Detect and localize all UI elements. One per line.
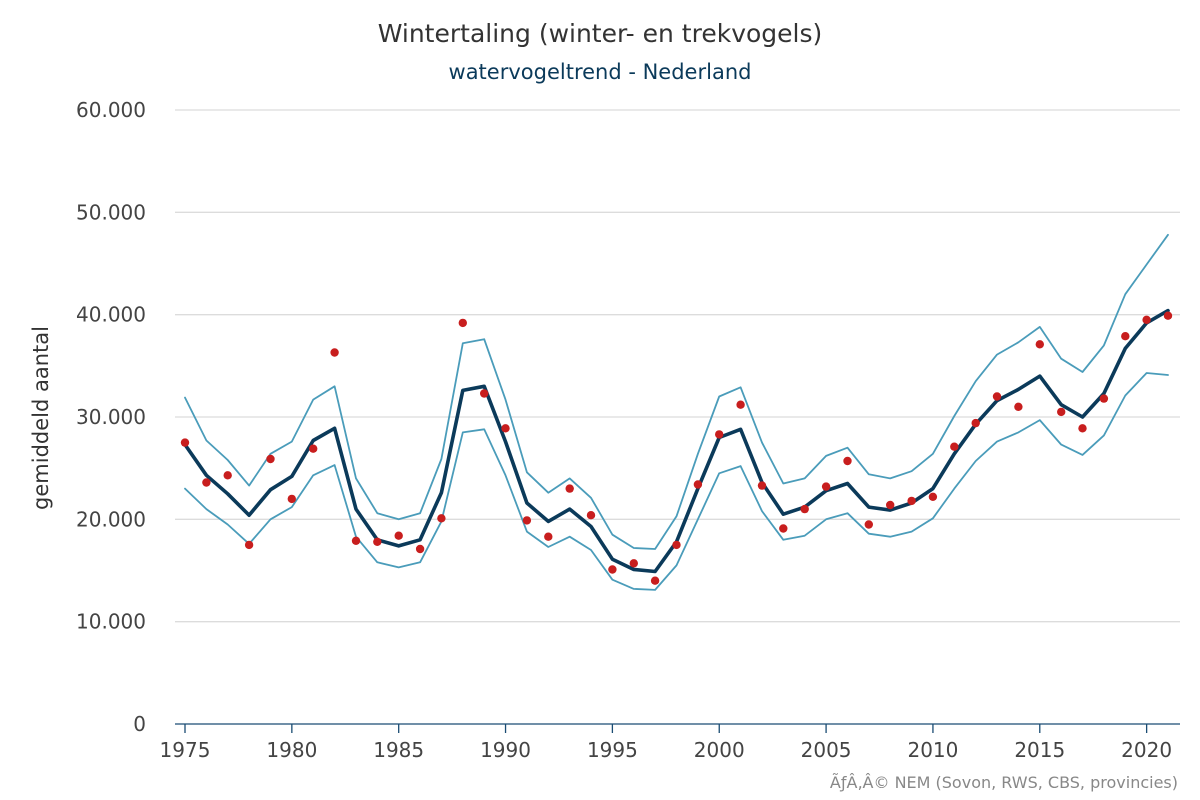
observed-point bbox=[309, 444, 318, 453]
observed-point bbox=[480, 389, 489, 398]
observed-point bbox=[394, 531, 403, 540]
y-tick-label: 60.000 bbox=[76, 98, 146, 122]
x-tick-label: 2000 bbox=[694, 738, 745, 762]
y-tick-label: 20.000 bbox=[76, 507, 146, 531]
chart-subtitle: watervogeltrend - Nederland bbox=[449, 60, 752, 84]
x-tick-label: 1980 bbox=[266, 738, 317, 762]
observed-point bbox=[736, 400, 745, 409]
observed-point bbox=[586, 511, 596, 520]
observed-point bbox=[779, 524, 788, 533]
observed-point bbox=[223, 471, 232, 480]
x-tick-label: 2015 bbox=[1014, 738, 1065, 762]
y-tick-label: 50.000 bbox=[76, 200, 146, 224]
observed-point bbox=[950, 442, 959, 451]
observed-point bbox=[608, 565, 617, 574]
x-tick-label: 1975 bbox=[160, 738, 211, 762]
observed-point bbox=[821, 482, 831, 491]
observed-point bbox=[330, 348, 339, 357]
credits-text: ÃƒÂ‚Â© NEM (Sovon, RWS, CBS, provincies) bbox=[830, 773, 1178, 792]
observed-point bbox=[886, 500, 895, 510]
observed-point bbox=[629, 559, 638, 568]
observed-point bbox=[992, 392, 1002, 401]
y-tick-label: 0 bbox=[133, 712, 146, 736]
observed-point bbox=[202, 478, 211, 487]
observed-point bbox=[757, 481, 767, 490]
observed-point bbox=[180, 438, 190, 447]
observed-point bbox=[351, 536, 361, 545]
observed-point bbox=[928, 492, 938, 501]
chart-title: Wintertaling (winter- en trekvogels) bbox=[378, 19, 823, 48]
observed-point bbox=[1035, 340, 1045, 349]
observed-point bbox=[544, 532, 553, 541]
x-tick-label: 1985 bbox=[373, 738, 424, 762]
observed-point bbox=[672, 540, 681, 550]
observed-point bbox=[800, 504, 809, 514]
observed-point bbox=[501, 424, 510, 433]
upper-bound-line bbox=[184, 233, 1169, 550]
observed-point bbox=[565, 484, 574, 493]
y-axis-ticks: 0 10.000 20.000 30.000 40.000 50.000 60.000 bbox=[76, 98, 146, 736]
observed-point bbox=[715, 430, 724, 439]
observed-points bbox=[180, 311, 1173, 585]
observed-point bbox=[1099, 394, 1109, 403]
observed-point bbox=[373, 537, 382, 546]
lower-bound-line bbox=[184, 372, 1169, 591]
observed-point bbox=[971, 418, 980, 428]
observed-point bbox=[1014, 402, 1023, 411]
x-tick-label: 2005 bbox=[801, 738, 852, 762]
observed-point bbox=[522, 516, 532, 525]
observed-point bbox=[437, 514, 446, 523]
observed-point bbox=[864, 520, 873, 529]
series-lines bbox=[183, 233, 1170, 591]
observed-point bbox=[1142, 315, 1151, 324]
x-tick-label: 1995 bbox=[587, 738, 638, 762]
observed-point bbox=[1078, 424, 1087, 433]
observed-point bbox=[1163, 311, 1173, 320]
observed-point bbox=[650, 576, 660, 585]
x-tick-label: 2010 bbox=[907, 738, 958, 762]
y-tick-label: 40.000 bbox=[76, 303, 146, 327]
observed-point bbox=[458, 318, 467, 328]
observed-point bbox=[1121, 332, 1130, 341]
observed-point bbox=[907, 496, 916, 506]
y-tick-label: 10.000 bbox=[76, 610, 146, 634]
y-axis-label: gemiddeld aantal bbox=[29, 326, 53, 510]
y-tick-label: 30.000 bbox=[76, 405, 146, 429]
observed-point bbox=[843, 456, 852, 466]
observed-point bbox=[244, 540, 254, 550]
x-tick-label: 1990 bbox=[480, 738, 531, 762]
observed-point bbox=[266, 454, 275, 464]
x-axis-ticks: 1975 1980 1985 1990 1995 2000 2005 2010 2015 2020 bbox=[160, 724, 1172, 762]
observed-point bbox=[287, 494, 296, 504]
observed-point bbox=[415, 544, 425, 554]
x-tick-label: 2020 bbox=[1121, 738, 1172, 762]
observed-point bbox=[693, 480, 703, 489]
observed-point bbox=[1057, 407, 1066, 417]
